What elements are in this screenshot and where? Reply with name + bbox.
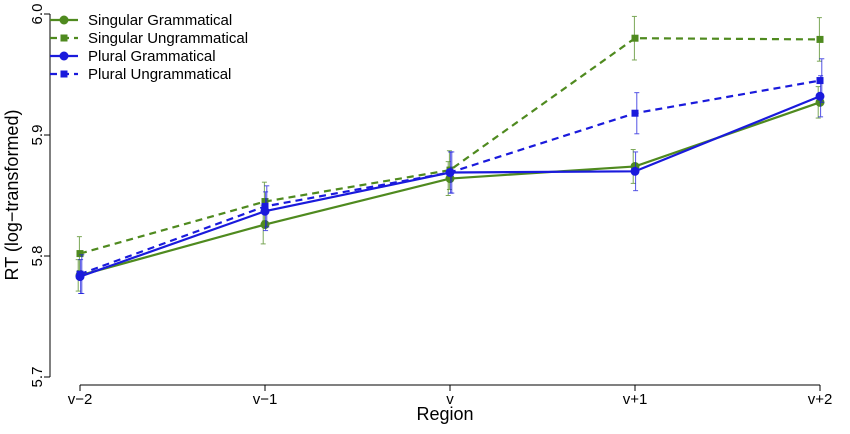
series-line <box>79 95 821 278</box>
legend-item: Plural Grammatical <box>50 48 216 65</box>
data-point <box>631 109 639 117</box>
legend-label: Plural Ungrammatical <box>88 66 231 83</box>
series-singular-grammatical <box>75 86 825 292</box>
data-point <box>630 166 640 176</box>
series-line <box>79 101 821 277</box>
axes: 5.7 5.8 5.9 6.0 v−2 v−1 v v+1 v+2 Region RT (lo… <box>2 4 832 424</box>
legend-marker <box>59 51 69 61</box>
data-point <box>261 202 269 210</box>
x-tick-label: v−2 <box>68 391 93 408</box>
y-tick-label: 6.0 <box>29 4 46 25</box>
legend-label: Plural Grammatical <box>88 48 216 65</box>
y-ticks: 5.7 5.8 5.9 6.0 <box>29 4 50 388</box>
series-plural-ungrammatical <box>76 58 825 295</box>
data-point <box>76 250 84 258</box>
y-tick-label: 5.7 <box>29 367 46 388</box>
data-point <box>816 77 824 85</box>
legend-marker <box>59 15 69 25</box>
y-tick-label: 5.8 <box>29 246 46 267</box>
x-tick-label: v+2 <box>808 391 833 408</box>
legend-marker <box>60 70 68 78</box>
legend-label: Singular Ungrammatical <box>88 30 248 47</box>
data-point <box>261 198 269 206</box>
series-layer <box>75 15 825 295</box>
y-axis-label: RT (log−transformed) <box>2 110 22 281</box>
data-point <box>816 35 824 43</box>
x-tick-label: v−1 <box>253 391 278 408</box>
data-point <box>631 34 639 42</box>
x-axis-label: Region <box>416 404 473 424</box>
legend-marker <box>60 34 68 42</box>
legend-item: Plural Ungrammatical <box>50 66 231 83</box>
x-tick-label: v <box>446 391 454 408</box>
legend-item: Singular Grammatical <box>50 12 232 29</box>
data-point <box>76 270 84 278</box>
legend-item: Singular Ungrammatical <box>50 30 248 47</box>
y-tick-label: 5.9 <box>29 125 46 146</box>
data-point <box>446 169 454 177</box>
legend-label: Singular Grammatical <box>88 12 232 29</box>
series-plural-grammatical <box>75 75 825 295</box>
x-ticks: v−2 v−1 v v+1 v+2 <box>68 385 833 408</box>
x-tick-label: v+1 <box>623 391 648 408</box>
data-point <box>815 91 825 101</box>
